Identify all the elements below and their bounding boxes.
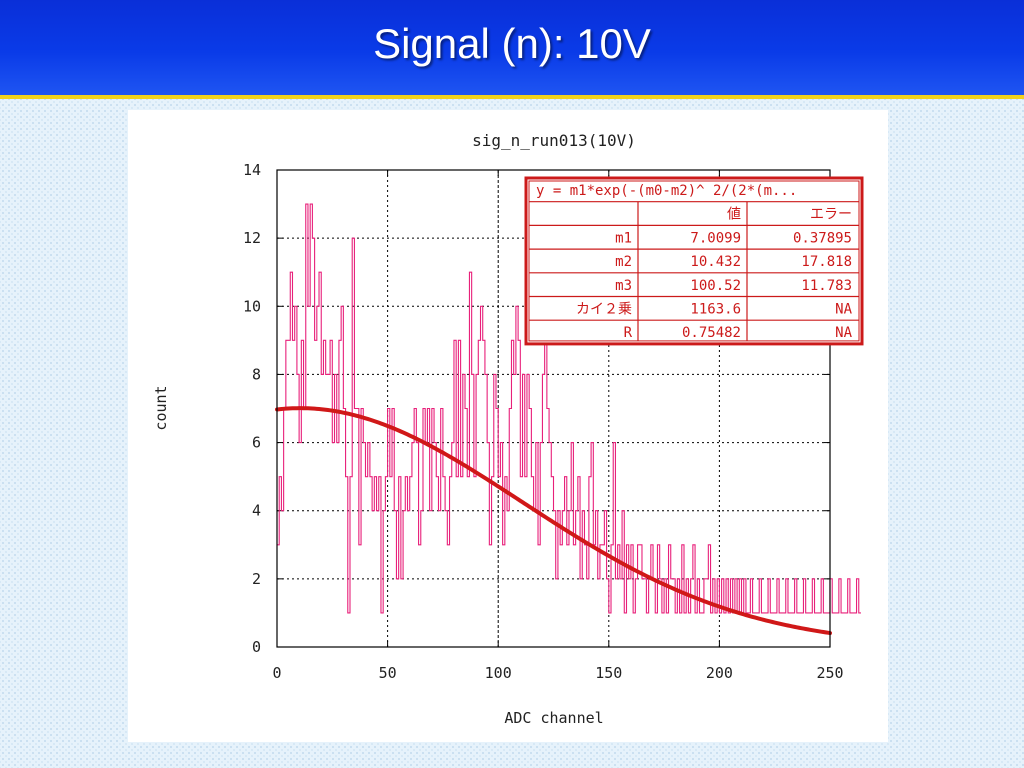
x-tick-label: 200	[706, 664, 733, 682]
chart-figure: sig_n_run013(10V) ADC channel count 0 50 1…	[128, 110, 888, 742]
fit-table-param-error: NA	[835, 325, 852, 341]
fit-table-header: y = m1*exp(-(m0-m2)^ 2/(2*(m...	[536, 183, 797, 199]
fit-table-inner-frame	[528, 180, 860, 342]
y-tick-label: 10	[243, 297, 261, 315]
fit-table-param-name: R	[624, 325, 633, 341]
fit-table-param-name: m2	[615, 254, 632, 270]
fit-table-param-name: カイ２乗	[576, 302, 632, 318]
x-tick-label: 50	[379, 664, 397, 682]
fit-table-col-value: 値	[727, 207, 741, 223]
y-tick-label: 12	[243, 229, 261, 247]
title-bar: Signal (n): 10V	[0, 0, 1024, 99]
fit-table-param-error: 11.783	[801, 278, 852, 294]
slide-title: Signal (n): 10V	[373, 20, 651, 67]
fit-table-col-error: エラー	[810, 207, 852, 223]
fit-table-param-value: 1163.6	[690, 302, 741, 318]
fit-table-param-error: NA	[835, 302, 852, 318]
y-tick-label: 0	[252, 638, 261, 656]
fit-table-frame	[524, 176, 864, 346]
x-tick-label: 0	[272, 664, 281, 682]
fit-table-param-value: 0.75482	[682, 325, 741, 341]
fit-curve-series	[275, 406, 832, 636]
fit-table-param-name: m3	[615, 278, 632, 294]
fit-table-param-value: 100.52	[690, 278, 741, 294]
histogram-series	[277, 203, 861, 614]
chart-svg: sig_n_run013(10V) ADC channel count 0 50 1…	[152, 131, 864, 727]
fit-table-param-error: 17.818	[801, 254, 852, 270]
fit-results-table: y = m1*exp(-(m0-m2)^ 2/(2*(m... 値 エラー m1 7.0…	[524, 176, 864, 346]
y-tick-label: 2	[252, 570, 261, 588]
y-tick-label: 4	[252, 502, 261, 520]
data-layer	[275, 203, 861, 636]
fit-table-param-value: 10.432	[690, 254, 741, 270]
chart-title: sig_n_run013(10V)	[472, 131, 636, 150]
x-tick-label: 100	[485, 664, 512, 682]
x-axis-label: ADC channel	[504, 709, 603, 727]
y-tick-label: 6	[252, 434, 261, 452]
y-tick-label: 14	[243, 161, 261, 179]
fit-table-param-error: 0.37895	[793, 230, 852, 246]
fit-table-param-name: m1	[615, 230, 632, 246]
fit-table-param-value: 7.0099	[690, 230, 741, 246]
y-tick-label: 8	[252, 365, 261, 383]
x-tick-label: 150	[595, 664, 622, 682]
y-axis-label: count	[152, 385, 170, 430]
plot-frame	[276, 169, 831, 648]
x-tick-label: 250	[816, 664, 843, 682]
